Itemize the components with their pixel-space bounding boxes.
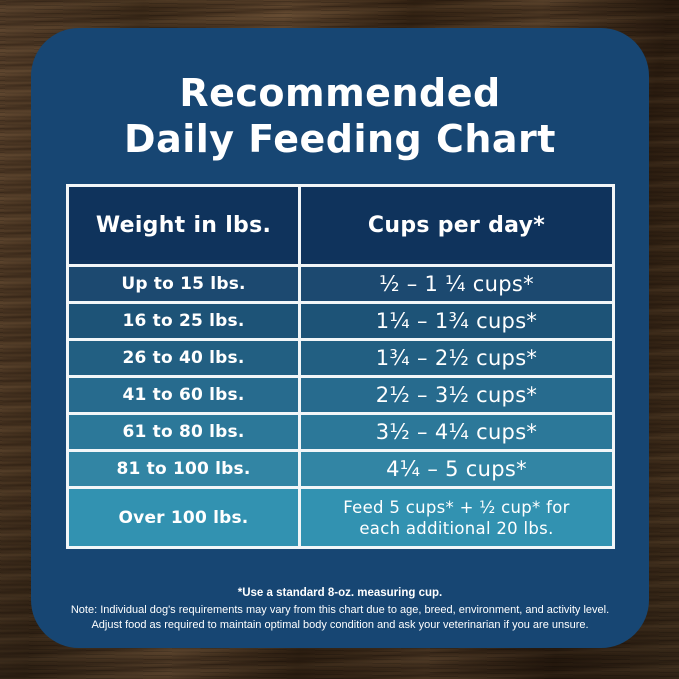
weight-cell: 81 to 100 lbs. bbox=[66, 449, 301, 489]
table-row: 16 to 25 lbs. 1¼ – 1¾ cups* bbox=[66, 301, 615, 341]
weight-cell: Up to 15 lbs. bbox=[66, 264, 301, 304]
weight-column-header: Weight in lbs. bbox=[66, 184, 301, 267]
weight-cell: 61 to 80 lbs. bbox=[66, 412, 301, 452]
chart-title: Recommended Daily Feeding Chart bbox=[31, 70, 649, 162]
cups-cell: 3½ – 4¼ cups* bbox=[298, 412, 615, 452]
weight-cell: Over 100 lbs. bbox=[66, 486, 301, 549]
weight-cell: 41 to 60 lbs. bbox=[66, 375, 301, 415]
feeding-chart-card: Recommended Daily Feeding Chart Weight i… bbox=[31, 28, 649, 648]
cups-cell: 2½ – 3½ cups* bbox=[298, 375, 615, 415]
cups-cell-line2: each additional 20 lbs. bbox=[359, 518, 554, 538]
weight-cell: 16 to 25 lbs. bbox=[66, 301, 301, 341]
chart-title-line2: Daily Feeding Chart bbox=[124, 117, 556, 161]
cups-cell: 1¾ – 2½ cups* bbox=[298, 338, 615, 378]
disclaimer-line1: Note: Individual dog's requirements may … bbox=[70, 604, 610, 616]
weight-cell: 26 to 40 lbs. bbox=[66, 338, 301, 378]
cups-cell: 4¼ – 5 cups* bbox=[298, 449, 615, 489]
feeding-table: Weight in lbs. Cups per day* Up to 15 lb… bbox=[66, 184, 615, 549]
table-row: 81 to 100 lbs. 4¼ – 5 cups* bbox=[66, 449, 615, 489]
cups-cell-line1: Feed 5 cups* + ½ cup* for bbox=[343, 497, 570, 517]
cups-cell: Feed 5 cups* + ½ cup* for each additiona… bbox=[298, 486, 615, 549]
footnotes: *Use a standard 8-oz. measuring cup. Not… bbox=[31, 586, 649, 633]
table-row: 26 to 40 lbs. 1¾ – 2½ cups* bbox=[66, 338, 615, 378]
cups-cell: ½ – 1 ¼ cups* bbox=[298, 264, 615, 304]
table-header-row: Weight in lbs. Cups per day* bbox=[66, 184, 615, 267]
table-row: 41 to 60 lbs. 2½ – 3½ cups* bbox=[66, 375, 615, 415]
measuring-cup-note: *Use a standard 8-oz. measuring cup. bbox=[237, 587, 443, 599]
chart-title-line1: Recommended bbox=[179, 71, 501, 115]
table-row: Up to 15 lbs. ½ – 1 ¼ cups* bbox=[66, 264, 615, 304]
disclaimer-line2: Adjust food as required to maintain opti… bbox=[91, 619, 589, 631]
cups-column-header: Cups per day* bbox=[298, 184, 615, 267]
table-row: Over 100 lbs. Feed 5 cups* + ½ cup* for … bbox=[66, 486, 615, 549]
table-row: 61 to 80 lbs. 3½ – 4¼ cups* bbox=[66, 412, 615, 452]
cups-cell: 1¼ – 1¾ cups* bbox=[298, 301, 615, 341]
